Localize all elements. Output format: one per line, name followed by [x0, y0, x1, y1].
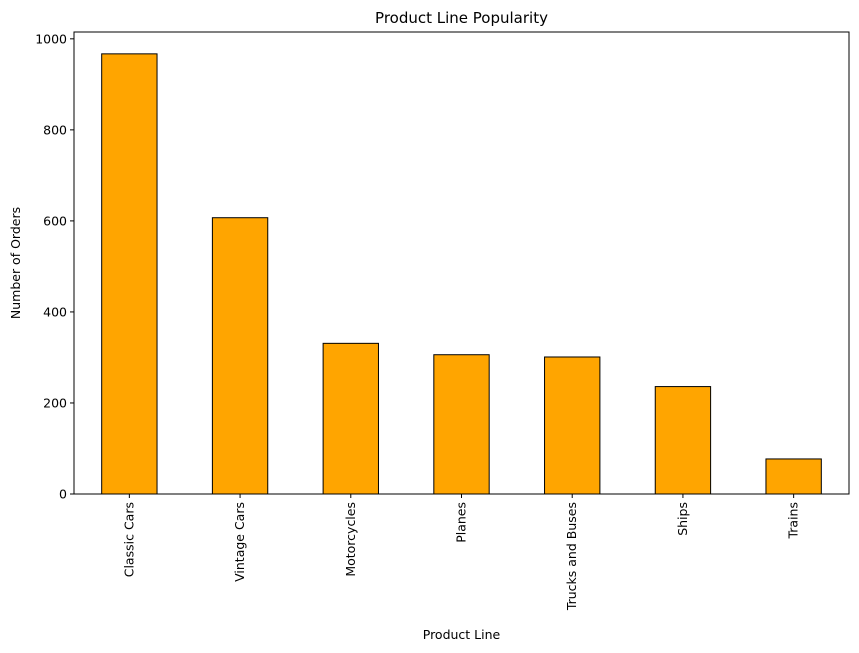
x-tick-label: Classic Cars — [121, 502, 136, 577]
y-tick-label: 200 — [43, 395, 67, 410]
bar — [654, 386, 712, 495]
y-tick-label: 600 — [43, 213, 67, 228]
bar — [211, 217, 269, 495]
x-tick-label: Trains — [786, 502, 801, 540]
bar — [101, 53, 158, 495]
plot-frame — [73, 31, 850, 495]
y-axis-label: Number of Orders — [8, 207, 23, 319]
bar — [433, 354, 490, 495]
x-tick-label: Vintage Cars — [232, 502, 247, 582]
chart-title: Product Line Popularity — [375, 9, 548, 27]
y-tick-label: 0 — [59, 487, 67, 502]
x-tick-label: Motorcycles — [343, 502, 358, 577]
bars-layer — [101, 53, 822, 495]
x-axis-label: Product Line — [423, 627, 501, 642]
x-tick-label: Ships — [675, 502, 690, 536]
y-tick-label: 800 — [43, 122, 67, 137]
bar — [322, 342, 379, 495]
x-axis-ticks: Classic Cars Vintage Cars Motorcycles Plane… — [121, 494, 801, 611]
x-tick-label: Trucks and Buses — [564, 502, 579, 611]
y-axis-ticks: 0 200 400 600 800 1000 — [35, 31, 74, 502]
y-tick-label: 1000 — [35, 31, 67, 46]
bar — [765, 458, 822, 495]
y-tick-label: 400 — [43, 304, 67, 319]
x-tick-label: Planes — [454, 502, 469, 543]
bar — [544, 356, 601, 495]
